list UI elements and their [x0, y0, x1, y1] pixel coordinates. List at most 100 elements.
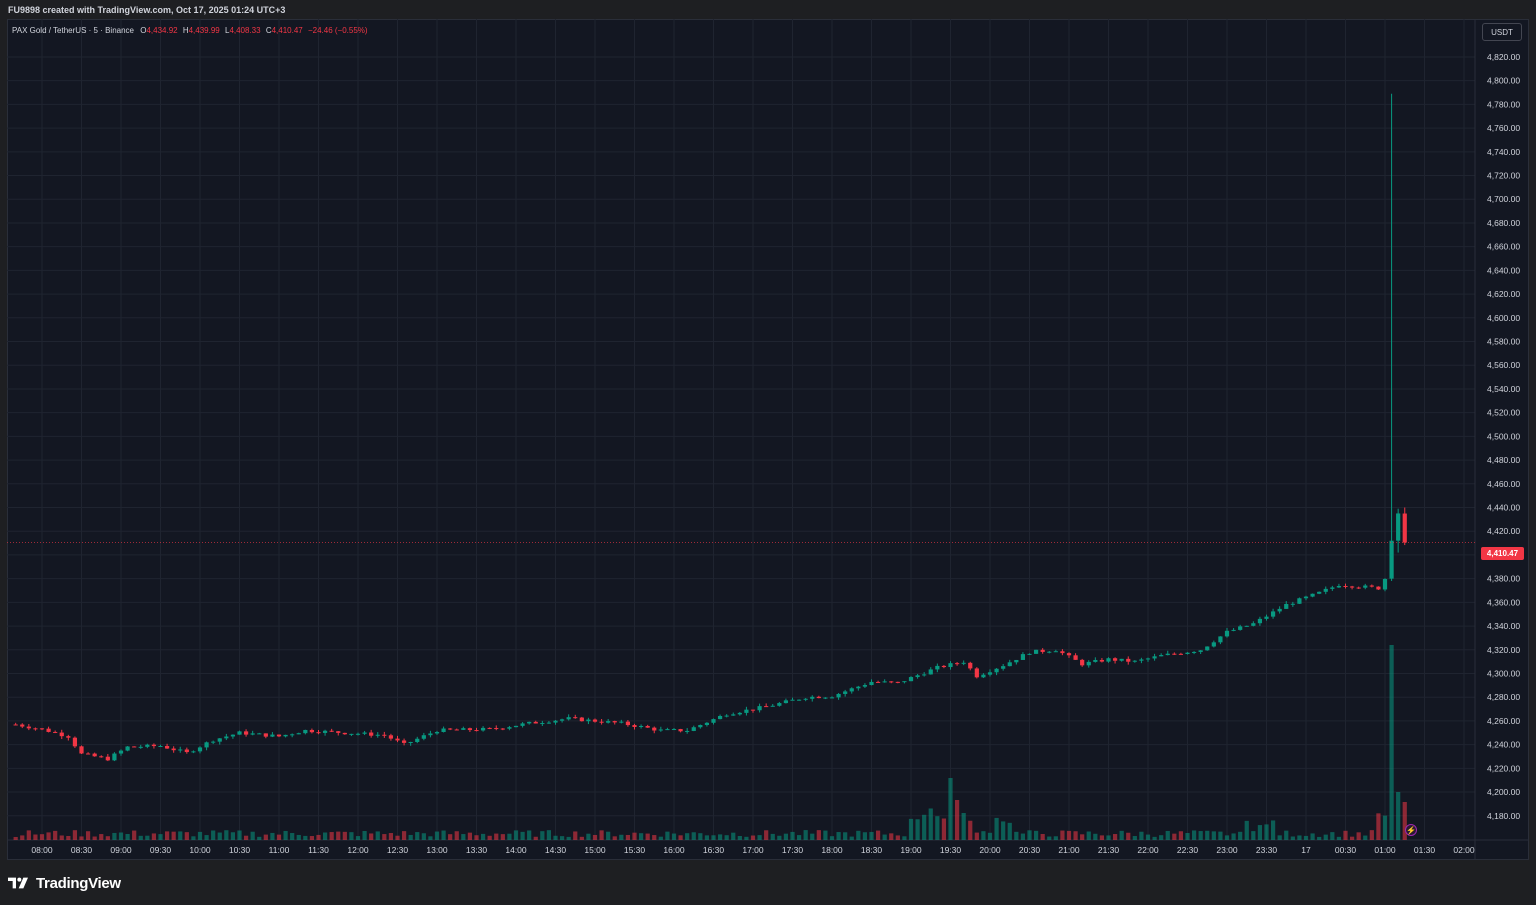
x-tick-label: 09:30	[150, 845, 172, 855]
candle-body	[750, 709, 756, 711]
time-axis[interactable]: 08:00 08:30 09:00 09:30 10:00 10:30 11:00 11:30…	[31, 845, 1475, 855]
volume-bar	[902, 836, 907, 840]
volume-bar	[1382, 815, 1388, 840]
volume-bar	[132, 830, 137, 840]
volume-bar	[994, 817, 999, 840]
candle-body	[908, 677, 914, 682]
candle-body	[382, 734, 387, 736]
lightning-icon[interactable]: ⚡	[1405, 824, 1417, 836]
candle-body	[619, 721, 624, 723]
volume-bar	[408, 834, 413, 840]
volume-bar	[20, 835, 25, 840]
y-tick-label: 4,240.00	[1487, 740, 1520, 750]
chart-frame[interactable]	[7, 19, 1529, 860]
candle-body	[79, 746, 84, 754]
volume-bar	[257, 836, 262, 840]
candle-body	[1027, 653, 1032, 655]
price-chart[interactable]: 4,180.00 4,200.00 4,220.00 4,240.00 4,260.00…	[7, 19, 1529, 860]
candle-body	[625, 721, 631, 726]
candle-body	[1218, 636, 1223, 643]
candle-body	[1396, 513, 1401, 541]
volume-bar	[99, 834, 104, 840]
candle-body	[1145, 658, 1151, 660]
brand-footer[interactable]: TradingView	[8, 874, 121, 892]
y-tick-label: 4,720.00	[1487, 171, 1520, 181]
candle-body	[217, 738, 222, 742]
candle-body	[948, 663, 953, 668]
x-tick-label: 09:00	[110, 845, 132, 855]
x-tick-label: 19:30	[940, 845, 962, 855]
candle-body	[1165, 653, 1170, 656]
candle-body	[704, 722, 710, 726]
volume-bar	[1001, 821, 1006, 840]
candle-body	[388, 735, 394, 739]
volume-bar	[803, 830, 808, 840]
candle-body	[1172, 653, 1177, 655]
y-tick-label: 4,200.00	[1487, 787, 1520, 797]
candle-body	[355, 733, 361, 735]
candle-body	[1363, 585, 1368, 588]
volume-bar	[309, 836, 315, 840]
y-tick-label: 4,380.00	[1487, 574, 1520, 584]
candle-body	[836, 693, 841, 698]
volume-bar	[1363, 835, 1368, 840]
candle-body	[283, 734, 288, 737]
volume-bar	[342, 831, 347, 840]
candle-body	[401, 740, 407, 743]
volume-bar	[1152, 836, 1157, 840]
candle-body	[112, 753, 117, 761]
volume-bar	[434, 831, 440, 840]
candle-body	[1349, 586, 1355, 588]
x-tick-label: 15:30	[624, 845, 646, 855]
volume-bar	[1132, 836, 1137, 840]
candle-body	[105, 756, 110, 761]
candle-body	[59, 732, 64, 737]
volume-bar	[1053, 836, 1058, 840]
volume-bar	[33, 834, 38, 840]
candle-body	[724, 715, 729, 717]
y-tick-label: 4,480.00	[1487, 455, 1520, 465]
volume-bar	[1231, 833, 1236, 840]
volume-bar	[987, 832, 993, 840]
volume-bar	[415, 832, 420, 840]
candles	[13, 93, 1407, 762]
price-axis[interactable]: 4,180.00 4,200.00 4,220.00 4,240.00 4,260.00…	[1487, 52, 1520, 821]
candle-body	[862, 685, 868, 687]
candle-body	[296, 733, 301, 735]
candle-body	[1323, 588, 1328, 592]
x-tick-label: 08:00	[31, 845, 53, 855]
candle-body	[237, 731, 242, 735]
volume-bar	[263, 834, 268, 840]
volume-bar	[625, 834, 631, 840]
candle-body	[737, 712, 742, 715]
y-tick-label: 4,340.00	[1487, 621, 1520, 631]
volume-bar	[652, 835, 657, 840]
x-tick-label: 16:30	[703, 845, 725, 855]
volume-bar	[1205, 830, 1210, 840]
volume-bar	[553, 835, 558, 840]
candle-body	[145, 744, 150, 747]
candle-body	[889, 681, 894, 683]
candle-body	[329, 730, 334, 732]
change-value: −24.46 (−0.55%)	[307, 26, 368, 35]
y-tick-label: 4,700.00	[1487, 194, 1520, 204]
candle-body	[1251, 623, 1256, 626]
candle-body	[1402, 513, 1407, 543]
volume-bar	[13, 836, 18, 840]
candle-body	[1211, 642, 1216, 647]
volume-bar	[355, 836, 361, 840]
candle-body	[421, 735, 426, 739]
candle-body	[961, 662, 966, 664]
currency-button[interactable]: USDT	[1482, 23, 1522, 41]
volume-bar	[566, 836, 571, 840]
volume-bar	[1126, 832, 1131, 840]
volume-bar	[329, 832, 334, 840]
volume-bar	[777, 835, 782, 840]
x-tick-label: 21:30	[1098, 845, 1120, 855]
volume-bar	[1317, 836, 1322, 840]
volume-bar	[1257, 825, 1263, 840]
candle-body	[1297, 598, 1302, 604]
symbol-name: PAX Gold / TetherUS · 5 · Binance	[12, 26, 134, 35]
candle-body	[316, 732, 321, 734]
volume-bar	[1040, 833, 1045, 840]
